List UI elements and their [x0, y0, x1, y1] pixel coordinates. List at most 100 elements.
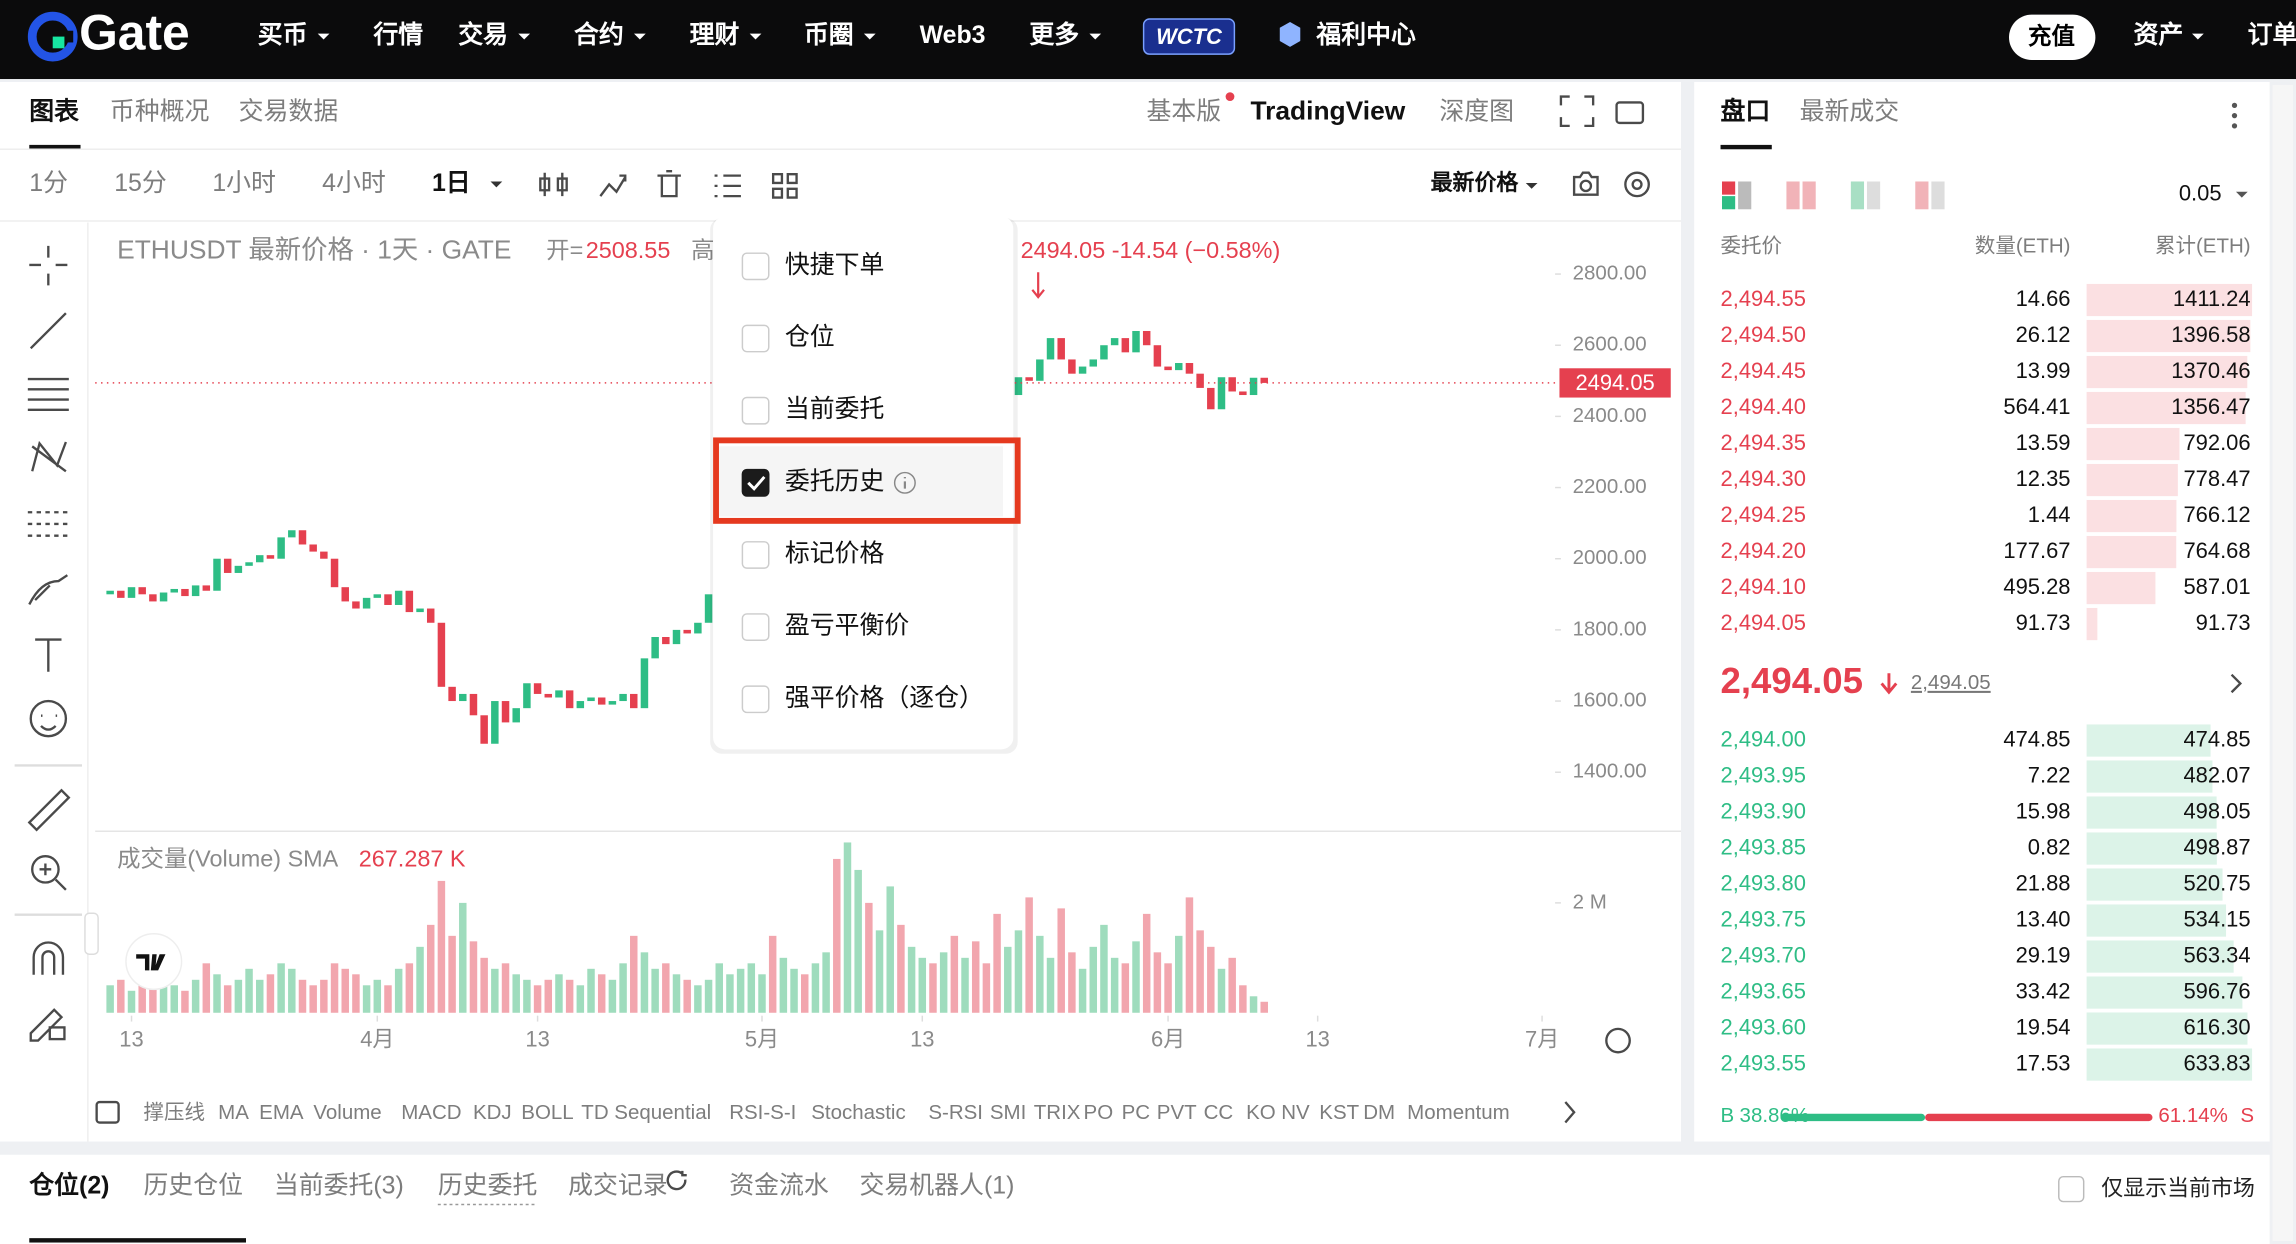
book-price[interactable]: 2,494.45 [1721, 358, 1806, 383]
nav-item[interactable]: 理财 [690, 21, 740, 49]
axis-settings[interactable] [1605, 1027, 1631, 1054]
indicator[interactable]: Stochastic [811, 1101, 906, 1124]
checkbox[interactable] [741, 324, 770, 353]
indicator[interactable]: Momentum [1407, 1101, 1509, 1124]
book-price[interactable]: 2,494.50 [1721, 322, 1806, 347]
book-tab[interactable]: 最新成交 [1800, 97, 1900, 125]
menu-item[interactable]: 委托历史 [785, 467, 885, 495]
camera-icon[interactable] [1572, 171, 1599, 196]
settings-icon[interactable] [1624, 171, 1650, 198]
indicator[interactable]: KO [1246, 1101, 1276, 1124]
orders[interactable]: 订单 [2248, 21, 2296, 49]
badge[interactable]: WCTC [1156, 24, 1223, 49]
indicator[interactable]: BOLL [521, 1101, 573, 1124]
layout-ask[interactable] [1786, 181, 1800, 210]
indicator[interactable]: MACD [401, 1101, 461, 1124]
delete-icon[interactable] [657, 170, 681, 198]
interval[interactable]: 1小时 [212, 169, 276, 197]
position-tab[interactable]: 历史委托 [438, 1172, 538, 1200]
book-price[interactable]: 2,493.55 [1721, 1050, 1806, 1075]
nav-item[interactable]: 交易 [458, 20, 508, 49]
book-price[interactable]: 2,493.85 [1721, 834, 1806, 859]
indicator[interactable]: DM [1363, 1101, 1395, 1124]
book-price[interactable]: 2,494.10 [1721, 574, 1806, 599]
indicator[interactable]: TRIX [1034, 1101, 1081, 1124]
checkbox[interactable] [741, 613, 770, 642]
indicator[interactable]: KDJ [473, 1101, 512, 1124]
calendar-icon[interactable] [95, 1100, 120, 1124]
checkbox[interactable] [741, 468, 770, 497]
crosshair-tool[interactable] [29, 245, 68, 286]
deposit[interactable]: 充值 [2028, 22, 2075, 49]
book-price[interactable]: 2,494.40 [1721, 394, 1806, 419]
book-price[interactable]: 2,493.70 [1721, 942, 1806, 967]
interval[interactable]: 4小时 [322, 169, 386, 197]
book-price[interactable]: 2,494.00 [1721, 726, 1806, 751]
magnet-tool[interactable] [32, 941, 65, 975]
kebab[interactable] [2231, 102, 2238, 109]
layout-ask[interactable] [1915, 181, 1929, 210]
refresh-icon[interactable] [666, 1170, 687, 1191]
indicator[interactable]: EMA [259, 1101, 304, 1124]
book-price[interactable]: 2,494.05 [1721, 610, 1806, 635]
book-tab[interactable]: 盘口 [1721, 96, 1771, 125]
book-price[interactable]: 2,494.20 [1721, 538, 1806, 563]
position-tab[interactable]: 资金流水 [729, 1172, 829, 1200]
indicator[interactable]: KST [1319, 1101, 1359, 1124]
indicator[interactable]: MA [218, 1101, 249, 1124]
indicator[interactable]: S-RSI [928, 1101, 983, 1124]
menu-item[interactable]: 快捷下单 [785, 251, 885, 279]
fib-tool[interactable] [27, 511, 69, 537]
nav-item[interactable]: Web3 [920, 21, 986, 49]
nav-item[interactable]: 币圈 [804, 21, 854, 49]
chart-mode[interactable]: TradingView [1251, 96, 1406, 126]
emoji-tool[interactable] [29, 699, 68, 738]
book-price[interactable]: 2,493.60 [1721, 1014, 1806, 1039]
chart-tab[interactable]: 交易数据 [239, 97, 339, 125]
menu-item[interactable]: 强平价格（逐仓） [785, 684, 984, 712]
price-step[interactable]: 0.05 [2179, 180, 2222, 205]
indicator[interactable]: CC [1204, 1101, 1234, 1124]
layout-ask[interactable] [1722, 181, 1736, 195]
logo[interactable]: Gate [79, 5, 190, 61]
indicator[interactable]: RSI-S-I [729, 1101, 796, 1124]
position-tab[interactable]: 仓位(2) [28, 1171, 109, 1200]
menu-item[interactable]: 盈亏平衡价 [785, 612, 910, 640]
nav-item[interactable]: 合约 [574, 20, 624, 49]
indicator-icon[interactable] [599, 174, 627, 197]
chart-mode[interactable]: 基本版 [1147, 97, 1222, 125]
deposit-button[interactable] [2009, 14, 2096, 61]
indicator[interactable]: TD Sequential [581, 1101, 711, 1124]
interval[interactable]: 1日 [432, 169, 471, 197]
indicator[interactable]: PVT [1157, 1101, 1197, 1124]
layout-bid[interactable] [1850, 181, 1865, 210]
book-price[interactable]: 2,493.90 [1721, 798, 1806, 823]
line-tool[interactable] [29, 312, 67, 350]
menu-item[interactable]: 标记价格 [785, 540, 885, 568]
grid-icon[interactable] [771, 172, 798, 199]
filter-label[interactable]: 仅显示当前市场 [2101, 1176, 2255, 1201]
indicator[interactable]: PC [1122, 1101, 1151, 1124]
fullscreen-icon[interactable] [1559, 95, 1595, 128]
book-price[interactable]: 2,493.65 [1721, 978, 1806, 1003]
chevron[interactable] [2230, 673, 2243, 694]
checkbox[interactable] [741, 396, 770, 425]
indicator[interactable]: NV [1281, 1101, 1310, 1124]
welfare[interactable]: 福利中心 [1315, 21, 1416, 49]
book-price[interactable]: 2,494.55 [1721, 286, 1806, 311]
position-tab[interactable]: 交易机器人(1) [860, 1172, 1015, 1200]
indicator[interactable]: 撑压线 [144, 1101, 205, 1124]
zoom-tool[interactable] [31, 854, 60, 884]
channel-tool[interactable] [27, 377, 69, 411]
book-price[interactable]: 2,493.95 [1721, 762, 1806, 787]
collapse-handle[interactable] [84, 912, 99, 955]
book-price[interactable]: 2,494.25 [1721, 502, 1806, 527]
brush-tool[interactable] [28, 574, 69, 605]
interval[interactable]: 1分 [29, 169, 68, 197]
checkbox[interactable] [2058, 1175, 2085, 1203]
chart-mode[interactable]: 深度图 [1439, 97, 1514, 125]
scroll-right[interactable] [1564, 1101, 1576, 1124]
nav-item[interactable]: 行情 [372, 21, 423, 49]
pattern-tool[interactable] [31, 440, 67, 473]
book-price[interactable]: 2,493.75 [1721, 906, 1806, 931]
